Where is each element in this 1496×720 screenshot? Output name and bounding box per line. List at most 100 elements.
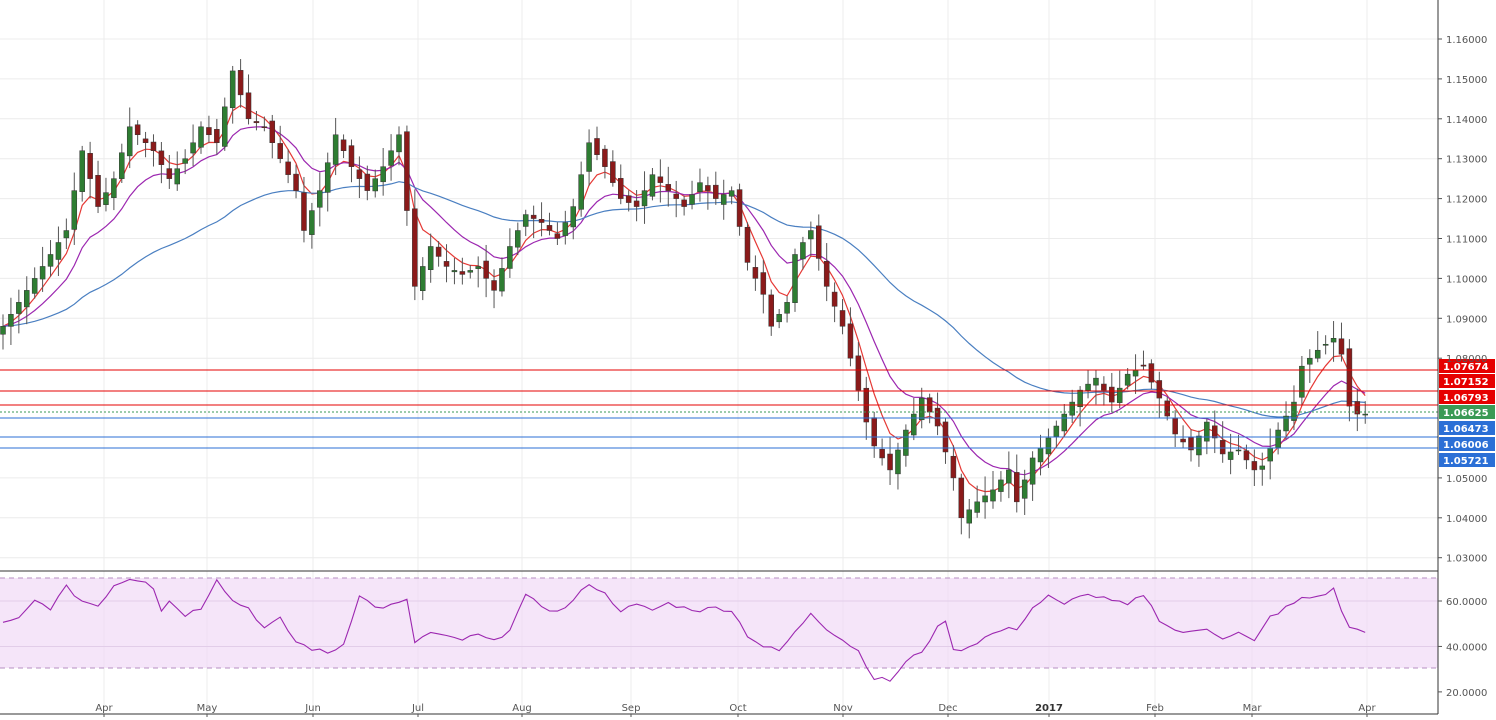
price-tick-label: 1.05000 <box>1446 474 1487 485</box>
rsi-tick-label: 40.0000 <box>1446 642 1487 653</box>
candle-body <box>16 302 22 314</box>
candle-body <box>982 495 988 503</box>
candle-body <box>499 268 505 292</box>
candle-body <box>404 131 410 211</box>
candle-body <box>1251 461 1258 471</box>
price-tick-label: 1.08000 <box>1446 354 1487 365</box>
candle-body <box>879 448 885 459</box>
candle-body <box>1330 338 1337 343</box>
price-level-label: 1.06793 <box>1443 393 1489 404</box>
candle-body <box>697 182 703 193</box>
candle-body <box>261 126 268 128</box>
candle-body <box>348 145 355 167</box>
candle-body <box>562 222 569 236</box>
candle-body <box>752 267 759 279</box>
candle-body <box>578 174 584 210</box>
candle-body <box>895 449 901 475</box>
candle-body <box>1204 421 1210 442</box>
candle-body <box>39 266 46 280</box>
candle-body <box>1109 386 1115 403</box>
candle-body <box>554 233 561 239</box>
price-tick-label: 1.11000 <box>1446 235 1487 246</box>
candle-body <box>356 169 363 179</box>
candle-body <box>435 246 442 257</box>
candle-body <box>1299 365 1305 398</box>
candle-body <box>134 124 141 136</box>
candle-body <box>720 194 727 205</box>
candle-body <box>1116 387 1123 403</box>
candle-body <box>610 161 616 183</box>
candle-body <box>126 126 133 157</box>
candle-body <box>206 127 212 136</box>
candle-body <box>119 152 125 179</box>
candle-body <box>1077 389 1083 408</box>
time-tick-label: Mar <box>1243 703 1263 714</box>
candle-body <box>847 323 854 359</box>
candle-body <box>1101 383 1107 391</box>
candle-body <box>958 477 965 519</box>
candle-body <box>1212 425 1218 439</box>
candle-body <box>142 138 149 143</box>
candle-body <box>546 225 553 231</box>
candle-body <box>427 246 434 270</box>
candle-body <box>0 326 6 335</box>
candle-body <box>530 214 537 219</box>
candle-body <box>515 230 521 248</box>
rsi-tick-label: 60.0000 <box>1446 597 1487 608</box>
price-level-tag <box>1439 374 1495 388</box>
price-tick-label: 1.16000 <box>1446 35 1487 46</box>
candle-body <box>831 291 838 307</box>
candle-body <box>839 310 846 327</box>
candle-body <box>1156 380 1163 399</box>
candle-body <box>24 290 30 308</box>
candle-body <box>63 230 70 239</box>
price-tick-label: 1.09000 <box>1446 314 1487 325</box>
candle-body <box>934 407 941 427</box>
candle-body <box>340 139 347 151</box>
candle-body <box>776 314 782 323</box>
candle-body <box>269 120 276 143</box>
candle-body <box>467 270 474 273</box>
candle-body <box>657 176 664 183</box>
candle-body <box>1227 451 1234 460</box>
candle-body <box>483 260 489 279</box>
candle-body <box>459 271 466 275</box>
candle-body <box>293 173 299 191</box>
candle-body <box>388 150 394 166</box>
price-level-label: 1.07674 <box>1443 362 1489 373</box>
candle-body <box>728 190 735 197</box>
candle-body <box>586 142 592 172</box>
candle-body <box>31 278 38 294</box>
price-level-tag <box>1439 421 1495 435</box>
candle-body <box>1132 369 1139 377</box>
price-tick-label: 1.03000 <box>1446 554 1487 565</box>
candle-body <box>1346 348 1353 407</box>
candle-body <box>237 70 244 96</box>
candle-body <box>744 226 751 263</box>
candle-body <box>190 142 196 154</box>
candle-body <box>1006 469 1012 484</box>
candle-body <box>1037 447 1044 463</box>
candle-body <box>174 168 180 185</box>
rsi-line <box>2 578 1366 682</box>
candle-body <box>1354 401 1361 415</box>
candle-body <box>332 134 339 165</box>
candle-body <box>768 294 774 327</box>
candle-body <box>736 189 743 227</box>
candle-body <box>641 190 648 207</box>
candle-body <box>681 199 687 207</box>
price-tick-label: 1.10000 <box>1446 274 1487 285</box>
candle-body <box>245 92 252 120</box>
candle-body <box>1180 438 1186 443</box>
candle-body <box>792 254 798 303</box>
candle-body <box>1014 472 1020 503</box>
candle-body <box>396 134 402 153</box>
candle-body <box>451 270 458 273</box>
moving-average-line <box>2 126 1366 476</box>
candle-body <box>1196 435 1202 456</box>
candle-body <box>1275 429 1281 448</box>
candle-body <box>1267 447 1273 462</box>
candle-body <box>277 143 283 159</box>
time-tick-label: May <box>197 703 218 714</box>
